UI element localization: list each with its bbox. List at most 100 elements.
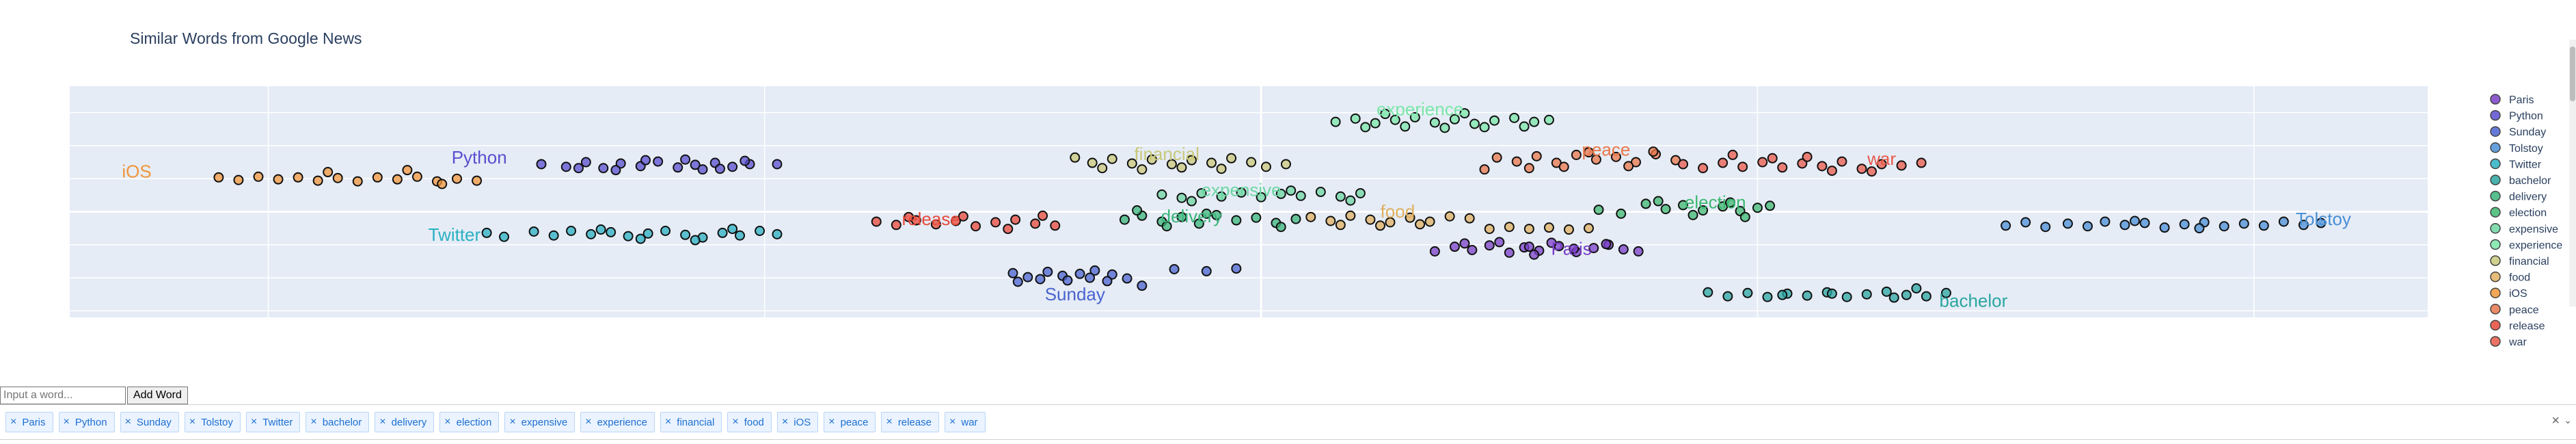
- point-paris[interactable]: [1504, 247, 1515, 258]
- word-tag-ios[interactable]: × iOS: [776, 412, 819, 432]
- point-delivery[interactable]: [1176, 211, 1187, 222]
- legend-marker-ios[interactable]: [2490, 287, 2501, 298]
- point-twitter[interactable]: [481, 227, 492, 238]
- remove-tag-icon[interactable]: ×: [310, 416, 317, 428]
- point-experience[interactable]: [1370, 118, 1381, 129]
- word-tag-paris[interactable]: × Paris: [5, 412, 53, 432]
- remove-tag-icon[interactable]: ×: [949, 416, 956, 428]
- point-python[interactable]: [673, 162, 683, 173]
- point-release[interactable]: [871, 216, 882, 227]
- point-financial[interactable]: [1246, 157, 1257, 168]
- point-sunday[interactable]: [1137, 280, 1148, 291]
- point-release[interactable]: [971, 221, 981, 232]
- clear-all-icon[interactable]: ×: [2551, 413, 2560, 428]
- point-ios[interactable]: [472, 175, 483, 186]
- point-food[interactable]: [1484, 224, 1495, 235]
- point-tolstoy[interactable]: [2100, 216, 2111, 227]
- point-experience[interactable]: [1489, 115, 1500, 126]
- point-food[interactable]: [1424, 216, 1435, 227]
- word-tag-twitter[interactable]: × Twitter: [245, 412, 301, 432]
- point-food[interactable]: [1543, 222, 1554, 233]
- point-financial[interactable]: [1206, 157, 1217, 168]
- point-delivery[interactable]: [1290, 213, 1301, 224]
- point-twitter[interactable]: [635, 233, 646, 244]
- point-war[interactable]: [1777, 162, 1788, 173]
- remove-tag-icon[interactable]: ×: [886, 416, 893, 428]
- legend-label-paris[interactable]: Paris: [2509, 94, 2534, 106]
- point-war[interactable]: [1916, 157, 1927, 168]
- point-war[interactable]: [1757, 157, 1768, 168]
- point-experience[interactable]: [1479, 122, 1490, 133]
- word-tag-bachelor[interactable]: × bachelor: [306, 412, 370, 432]
- point-election[interactable]: [1739, 211, 1750, 222]
- point-tolstoy[interactable]: [2258, 220, 2269, 231]
- point-ios[interactable]: [293, 172, 303, 183]
- legend-marker-bachelor[interactable]: [2490, 174, 2501, 185]
- point-ios[interactable]: [452, 173, 463, 184]
- point-war[interactable]: [1867, 166, 1877, 177]
- point-financial[interactable]: [1186, 155, 1197, 166]
- legend-marker-twitter[interactable]: [2490, 158, 2501, 170]
- point-python[interactable]: [653, 156, 664, 167]
- point-food[interactable]: [1563, 224, 1574, 235]
- point-expensive[interactable]: [1275, 188, 1286, 199]
- point-python[interactable]: [580, 157, 591, 168]
- point-python[interactable]: [560, 161, 571, 172]
- legend-marker-delivery[interactable]: [2490, 190, 2501, 202]
- point-expensive[interactable]: [1196, 187, 1207, 198]
- point-tolstoy[interactable]: [2129, 216, 2140, 226]
- point-food[interactable]: [1305, 211, 1316, 222]
- point-bachelor[interactable]: [1940, 287, 1951, 298]
- point-release[interactable]: [1010, 214, 1021, 225]
- point-experience[interactable]: [1529, 116, 1540, 127]
- word-tag-python[interactable]: × Python: [58, 412, 115, 432]
- word-tag-sunday[interactable]: × Sunday: [120, 412, 179, 432]
- legend-label-war[interactable]: war: [2508, 337, 2527, 348]
- point-ios[interactable]: [372, 172, 383, 183]
- point-paris[interactable]: [1569, 244, 1580, 254]
- point-release[interactable]: [1050, 220, 1061, 231]
- point-bachelor[interactable]: [1802, 290, 1813, 301]
- point-experience[interactable]: [1380, 109, 1391, 120]
- point-tolstoy[interactable]: [2001, 220, 2011, 231]
- point-paris[interactable]: [1523, 241, 1534, 252]
- legend-marker-python[interactable]: [2490, 109, 2501, 121]
- point-paris[interactable]: [1459, 238, 1470, 249]
- point-peace[interactable]: [1590, 154, 1601, 165]
- point-twitter[interactable]: [566, 225, 577, 236]
- point-delivery[interactable]: [1132, 205, 1143, 216]
- point-bachelor[interactable]: [1911, 283, 1922, 294]
- point-tolstoy[interactable]: [2278, 216, 2289, 227]
- point-financial[interactable]: [1146, 154, 1157, 165]
- legend-marker-food[interactable]: [2490, 271, 2501, 283]
- point-python[interactable]: [536, 159, 547, 170]
- point-ios[interactable]: [273, 174, 284, 185]
- remove-tag-icon[interactable]: ×: [732, 416, 739, 428]
- point-bachelor[interactable]: [1742, 287, 1753, 298]
- point-experience[interactable]: [1360, 122, 1371, 133]
- point-release[interactable]: [891, 220, 901, 231]
- point-financial[interactable]: [1260, 161, 1271, 172]
- point-financial[interactable]: [1097, 163, 1108, 174]
- legend-label-release[interactable]: release: [2509, 320, 2545, 332]
- point-twitter[interactable]: [642, 228, 653, 239]
- point-food[interactable]: [1584, 223, 1595, 234]
- legend-label-bachelor[interactable]: bachelor: [2509, 175, 2551, 187]
- point-financial[interactable]: [1166, 159, 1177, 170]
- point-peace[interactable]: [1610, 151, 1621, 162]
- legend-marker-expensive[interactable]: [2490, 223, 2501, 234]
- point-delivery[interactable]: [1193, 218, 1204, 229]
- point-war[interactable]: [1836, 156, 1847, 167]
- point-sunday[interactable]: [1062, 275, 1073, 286]
- point-bachelor[interactable]: [1777, 289, 1788, 300]
- point-food[interactable]: [1365, 214, 1376, 225]
- point-war[interactable]: [1678, 159, 1689, 170]
- point-ios[interactable]: [312, 175, 323, 186]
- point-expensive[interactable]: [1355, 187, 1366, 198]
- point-tolstoy[interactable]: [2139, 218, 2150, 228]
- point-tolstoy[interactable]: [2020, 217, 2031, 228]
- point-delivery[interactable]: [1211, 209, 1222, 220]
- point-food[interactable]: [1325, 216, 1336, 226]
- legend-marker-tolstoy[interactable]: [2490, 142, 2501, 153]
- point-bachelor[interactable]: [1901, 289, 1912, 300]
